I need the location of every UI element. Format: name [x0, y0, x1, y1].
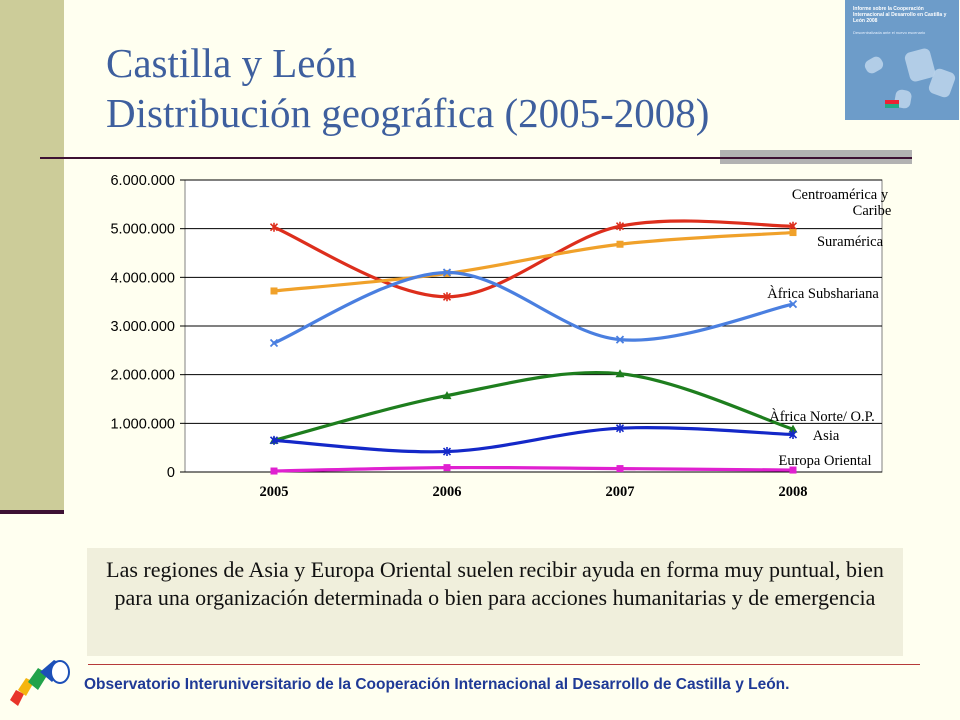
data-point	[443, 464, 451, 472]
y-tick-label: 3.000.000	[110, 319, 175, 335]
series-label: Centroamérica y	[792, 187, 889, 203]
data-point	[442, 447, 452, 457]
y-tick-label: 5.000.000	[110, 222, 175, 238]
series-label: Europa Oriental	[778, 453, 871, 469]
x-tick-label: 2008	[779, 484, 808, 500]
title-rule	[40, 157, 912, 159]
slide-title-line-1: Castilla y León	[106, 40, 357, 86]
data-point	[615, 423, 625, 433]
data-point	[442, 391, 452, 400]
report-cover-image: Informe sobre la Cooperación Internacion…	[845, 0, 959, 120]
series-label: Caribe	[853, 203, 892, 219]
series-line	[272, 219, 795, 299]
footer-rule	[88, 664, 920, 665]
series-label: Àfrica Norte/ O.P.	[769, 408, 875, 425]
x-tick-label: 2007	[606, 484, 635, 500]
data-point	[269, 338, 279, 348]
series-line	[272, 230, 795, 293]
slide-title-line-2: Distribución geográfica (2005-2008)	[106, 90, 710, 136]
x-tick-label: 2006	[433, 484, 462, 500]
cover-logo-stripe	[885, 100, 899, 104]
data-point	[270, 467, 278, 475]
data-point	[789, 229, 797, 237]
data-point	[615, 221, 625, 231]
cover-cylinder-shape	[862, 54, 886, 76]
series-line	[272, 270, 795, 345]
y-tick-label: 4.000.000	[110, 270, 175, 286]
series-label: Àfrica Subshariana	[767, 285, 879, 302]
series-line	[272, 370, 795, 442]
report-cover-subtitle: Descentralizada ante el nuevo escenario	[853, 30, 926, 35]
y-tick-label: 1.000.000	[110, 416, 175, 432]
colored-cylinders-logo-icon	[10, 660, 70, 706]
series-line	[272, 465, 795, 473]
data-point	[269, 435, 279, 445]
x-tick-label: 2005	[260, 484, 289, 500]
y-tick-label: 2.000.000	[110, 368, 175, 384]
note-box: Las regiones de Asia y Europa Oriental s…	[87, 548, 903, 656]
line-chart-svg: 0 1.000.000 2.000.000 3.000.000 4.000.000 5.0…	[110, 173, 892, 500]
data-point	[788, 299, 798, 309]
cover-logo-stripe	[885, 104, 899, 108]
data-point	[269, 222, 279, 232]
series-line	[272, 426, 795, 454]
data-point	[789, 466, 797, 474]
y-tick-label: 0	[167, 465, 175, 481]
left-accent-bar-cap	[0, 510, 64, 514]
data-point	[442, 292, 452, 302]
series-label: Asia	[813, 428, 840, 444]
data-point	[442, 268, 452, 277]
left-accent-bar	[0, 0, 64, 512]
report-cover-title: Informe sobre la Cooperación Internacion…	[853, 6, 947, 24]
data-point	[788, 430, 798, 440]
data-point	[615, 335, 625, 344]
y-tick-label: 6.000.000	[110, 173, 175, 189]
series-label: Suramérica	[817, 234, 884, 250]
slide-title: Castilla y León Distribución geográfica …	[106, 38, 709, 138]
data-point	[615, 369, 625, 378]
footer-text: Observatorio Interuniversitario de la Co…	[84, 676, 790, 693]
line-chart: 0 1.000.000 2.000.000 3.000.000 4.000.000 5.0…	[100, 168, 900, 508]
data-point	[788, 424, 798, 433]
data-point	[270, 287, 278, 295]
note-text: Las regiones de Asia y Europa Oriental s…	[106, 557, 884, 610]
data-point	[616, 465, 624, 473]
data-point	[616, 240, 624, 248]
